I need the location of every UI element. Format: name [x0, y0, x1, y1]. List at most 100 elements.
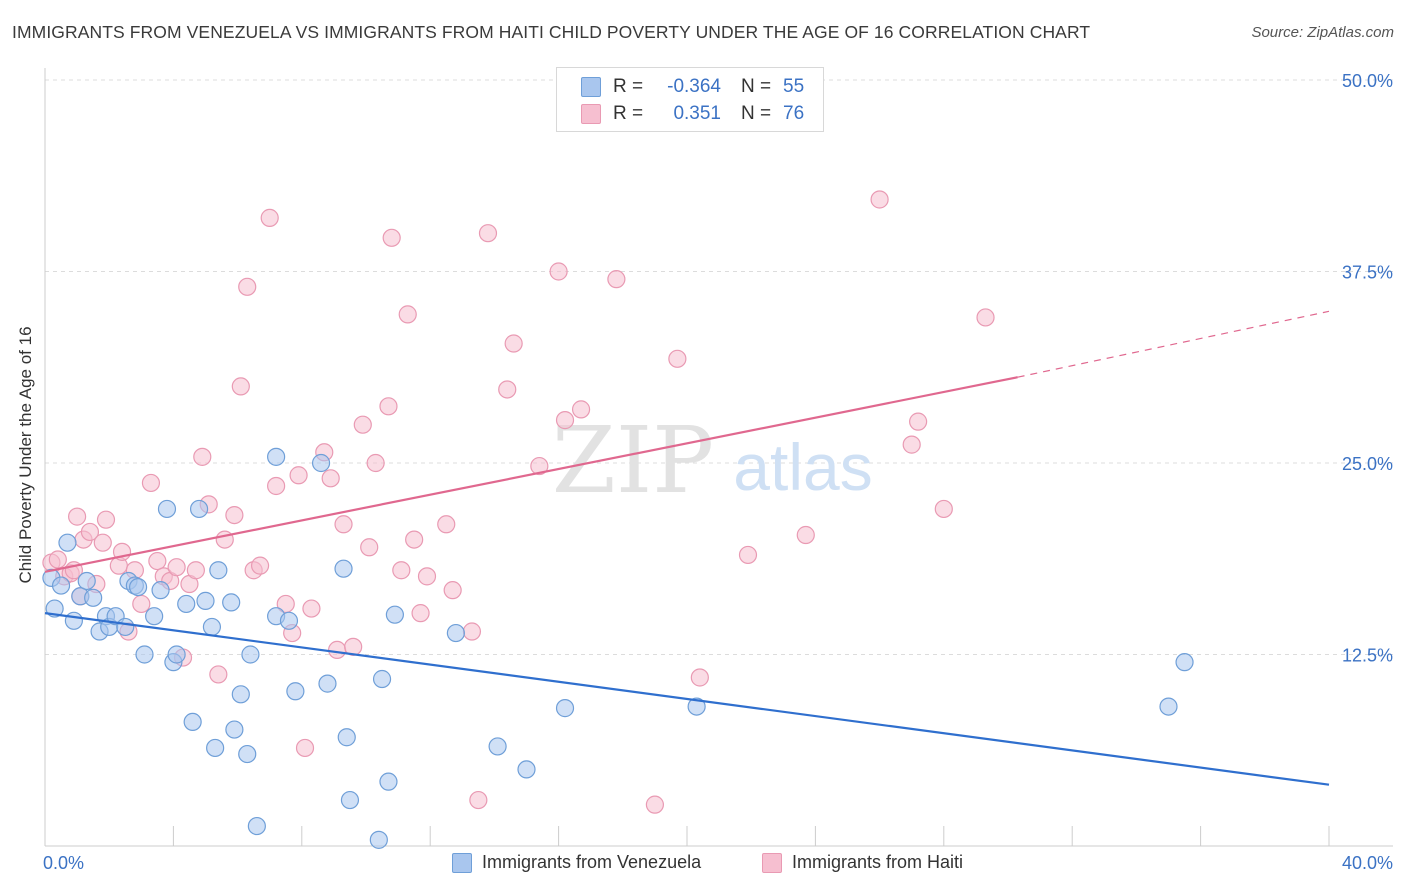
- venezuela-point: [157, 499, 177, 519]
- venezuela-points: [42, 447, 1194, 849]
- y-tick-label: 37.5%: [1342, 263, 1393, 283]
- haiti-point: [469, 790, 488, 810]
- haiti-point: [231, 377, 250, 396]
- venezuela-r-value: -0.364: [667, 76, 721, 97]
- venezuela-point: [1159, 697, 1178, 716]
- venezuela-point: [340, 790, 360, 810]
- haiti-point: [260, 208, 279, 227]
- venezuela-point: [267, 447, 286, 466]
- haiti-trend-line: [44, 376, 1018, 573]
- venezuela-point: [225, 720, 244, 739]
- trend-lines: [44, 310, 1330, 786]
- legend-item-haiti[interactable]: Immigrants from Haiti: [762, 852, 963, 873]
- source-label: Source: ZipAtlas.com: [1251, 24, 1394, 41]
- legend-item-venezuela[interactable]: Immigrants from Venezuela: [452, 852, 701, 873]
- haiti-point: [796, 525, 815, 545]
- venezuela-point: [318, 674, 337, 693]
- haiti-point: [571, 400, 591, 419]
- venezuela-n-value: 55: [783, 76, 805, 97]
- x-tick-label: 40.0%: [1342, 853, 1393, 873]
- haiti-point: [238, 277, 257, 296]
- legend-row-venezuela: R = -0.364 N = 55: [581, 74, 804, 100]
- venezuela-point: [231, 685, 250, 704]
- venezuela-point: [334, 559, 353, 578]
- haiti-point: [96, 510, 116, 529]
- venezuela-point: [128, 577, 148, 597]
- venezuela-r-label: R =: [613, 76, 644, 97]
- venezuela-point: [311, 453, 331, 473]
- y-axis-label: Child Poverty Under the Age of 16: [16, 326, 35, 584]
- haiti-point: [382, 228, 401, 247]
- venezuela-point: [177, 594, 196, 614]
- haiti-point: [870, 190, 889, 209]
- haiti-point: [504, 334, 523, 353]
- haiti-point: [186, 561, 205, 580]
- venezuela-legend-swatch: [452, 852, 472, 873]
- haiti-point: [555, 411, 575, 430]
- venezuela-point: [58, 533, 77, 552]
- legend-row-haiti: R = 0.351 N = 76: [581, 101, 804, 127]
- haiti-point: [645, 795, 665, 814]
- venezuela-point: [241, 645, 260, 664]
- chart-title: IMMIGRANTS FROM VENEZUELA VS IMMIGRANTS …: [12, 22, 1091, 42]
- haiti-point: [934, 499, 953, 519]
- venezuela-point: [369, 830, 388, 849]
- haiti-r-value: 0.351: [673, 103, 721, 124]
- haiti-point: [334, 515, 353, 534]
- haiti-point: [250, 556, 270, 575]
- haiti-point: [405, 530, 424, 549]
- haiti-point: [67, 507, 87, 526]
- venezuela-legend-label: Immigrants from Venezuela: [482, 852, 702, 872]
- venezuela-point: [116, 617, 135, 637]
- venezuela-point: [385, 605, 404, 624]
- haiti-point: [48, 550, 67, 569]
- venezuela-point: [64, 611, 83, 630]
- haiti-point: [353, 415, 372, 434]
- bottom-legend: Immigrants from Venezuela Immigrants fro…: [0, 852, 1406, 878]
- venezuela-point: [183, 712, 202, 732]
- haiti-point: [738, 545, 758, 565]
- haiti-point: [902, 435, 921, 454]
- venezuela-n-label: N =: [741, 76, 772, 97]
- venezuela-point: [372, 669, 392, 689]
- haiti-point: [295, 738, 315, 758]
- venezuela-point: [145, 607, 164, 626]
- venezuela-point: [555, 699, 575, 718]
- haiti-point: [80, 522, 100, 542]
- haiti-point: [193, 447, 212, 466]
- haiti-point: [976, 308, 995, 327]
- haiti-points: [42, 190, 995, 814]
- haiti-point: [478, 224, 498, 243]
- venezuela-point: [135, 645, 154, 664]
- haiti-point: [366, 453, 385, 473]
- haiti-point: [443, 581, 462, 600]
- watermark-zip: ZIP: [552, 407, 714, 514]
- haiti-point: [167, 558, 186, 577]
- venezuela-point: [84, 588, 103, 607]
- haiti-point: [302, 599, 321, 618]
- haiti-point: [289, 466, 308, 485]
- y-tick-label: 50.0%: [1342, 71, 1393, 91]
- haiti-legend-swatch: [762, 852, 782, 873]
- haiti-point: [530, 456, 549, 476]
- haiti-point: [360, 538, 379, 557]
- haiti-n-value: 76: [783, 103, 805, 124]
- haiti-point: [93, 533, 112, 552]
- venezuela-swatch: [581, 77, 601, 97]
- haiti-point: [379, 397, 398, 416]
- venezuela-point: [196, 591, 215, 610]
- venezuela-point: [687, 697, 706, 716]
- venezuela-point: [77, 571, 96, 591]
- axes: [44, 68, 1393, 847]
- watermark-atlas: atlas: [733, 430, 872, 504]
- y-tick-label: 25.0%: [1342, 454, 1393, 474]
- venezuela-point: [202, 617, 222, 637]
- haiti-legend-label: Immigrants from Haiti: [792, 852, 964, 872]
- haiti-n-label: N =: [741, 103, 772, 124]
- haiti-point: [690, 668, 709, 687]
- venezuela-point: [279, 611, 299, 630]
- venezuela-point: [51, 576, 71, 595]
- haiti-point: [607, 270, 626, 289]
- haiti-point: [225, 505, 244, 525]
